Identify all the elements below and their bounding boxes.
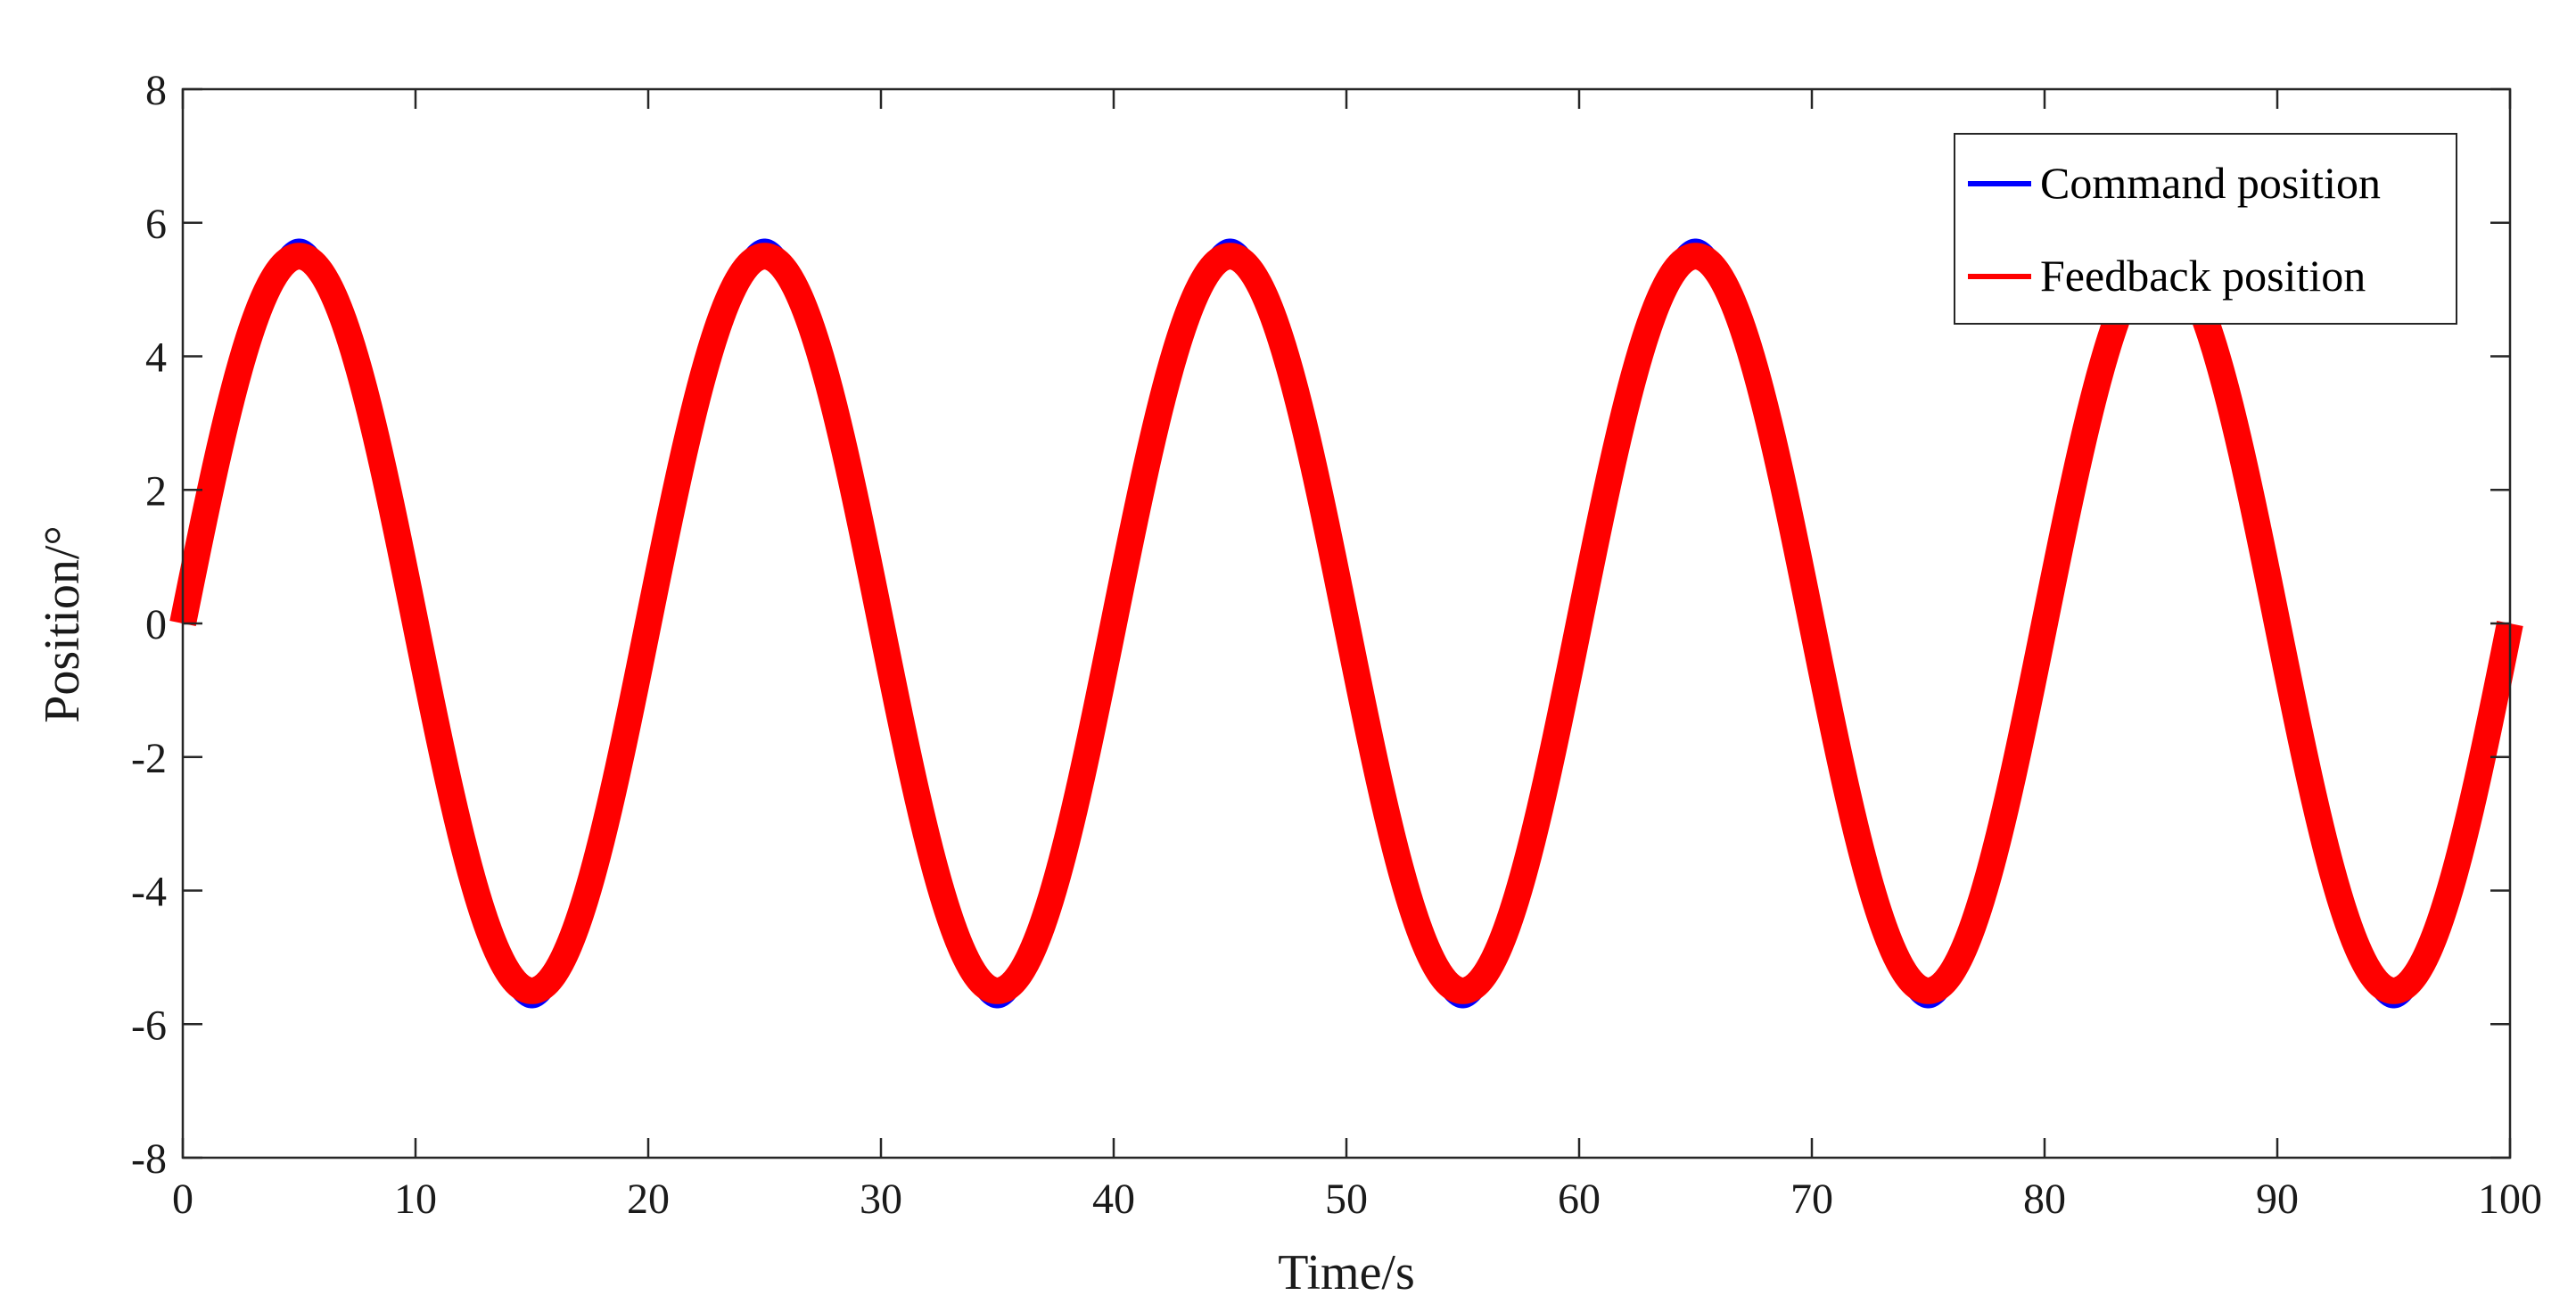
y-tick-label: 2 [145,467,167,515]
x-tick-label: 90 [2256,1176,2299,1223]
x-tick-label: 20 [627,1176,670,1223]
x-tick-label: 0 [172,1176,193,1223]
x-tick-label: 10 [394,1176,437,1223]
y-tick-label: -2 [131,735,167,782]
x-tick-label: 100 [2478,1176,2542,1223]
legend-label-feedback-position: Feedback position [2040,251,2366,301]
ticks-layer: 0 10 20 30 40 50 60 70 80 90 100 -8 -6 -4 -2 0 2 4 6 8 [131,67,2542,1223]
x-tick-label: 70 [1790,1176,1833,1223]
x-tick-label: 80 [2023,1176,2066,1223]
legend-box [1954,133,2457,325]
x-axis-title: Time/s [1278,1245,1415,1300]
y-tick-label: -4 [131,869,167,916]
x-tick-label: 60 [1558,1176,1601,1223]
x-tick-label: 40 [1092,1176,1135,1223]
y-axis-title: Position/° [35,525,90,723]
x-tick-label: 50 [1325,1176,1368,1223]
legend-label-command-position: Command position [2040,158,2381,208]
y-tick-label: 6 [145,201,167,248]
legend: Command position Feedback position [1954,133,2457,325]
y-tick-label: -8 [131,1135,167,1183]
y-tick-label: 8 [145,67,167,114]
x-tick-label: 30 [860,1176,902,1223]
y-tick-label: 4 [145,334,167,382]
y-tick-label: 0 [145,601,167,648]
y-tick-label: -6 [131,1002,167,1049]
